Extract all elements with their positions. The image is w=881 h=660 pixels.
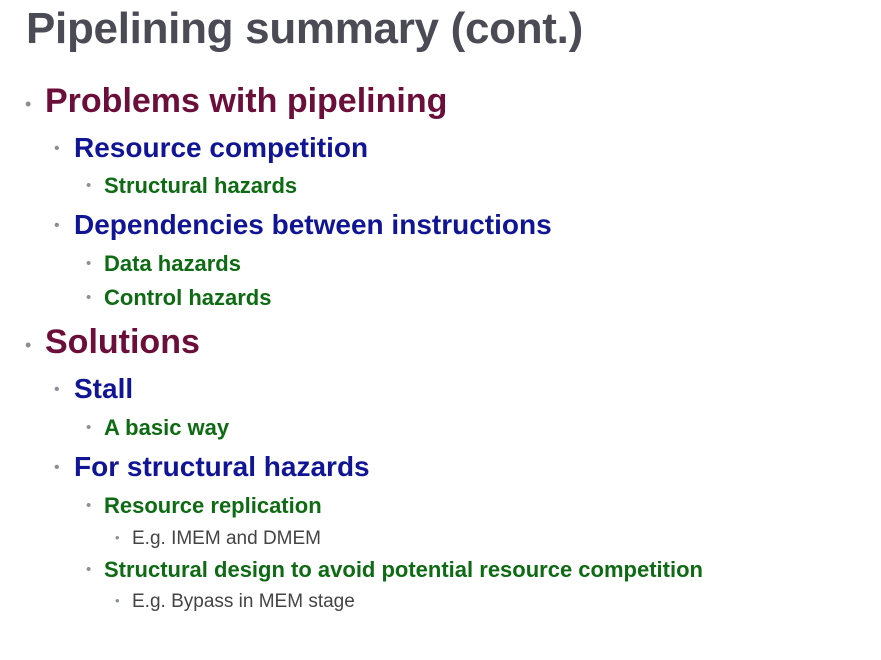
bullet-text: Data hazards [104, 251, 241, 276]
bullet-solutions: • Solutions [25, 323, 200, 362]
bullet-structural-design: • Structural design to avoid potential r… [86, 557, 703, 583]
bullet-text: Solutions [45, 323, 200, 361]
bullet-text: For structural hazards [74, 451, 370, 482]
bullet-marker: • [115, 530, 120, 545]
bullet-eg-bypass-in-mem-stage: • E.g. Bypass in MEM stage [115, 591, 355, 613]
bullet-stall: • Stall [54, 373, 134, 405]
bullet-marker: • [86, 177, 92, 194]
bullet-marker: • [54, 381, 60, 398]
bullet-for-structural-hazards: • For structural hazards [54, 451, 370, 483]
bullet-marker: • [86, 419, 92, 436]
bullet-marker: • [54, 217, 60, 234]
bullet-marker: • [25, 94, 32, 114]
bullet-marker: • [86, 561, 92, 578]
bullet-marker: • [86, 289, 92, 306]
bullet-text: Stall [74, 373, 134, 404]
bullet-marker: • [54, 459, 60, 476]
bullet-marker: • [86, 497, 92, 514]
bullet-data-hazards: • Data hazards [86, 251, 241, 277]
bullet-text: Resource replication [104, 493, 322, 518]
slide-title: Pipelining summary (cont.) [26, 4, 583, 53]
bullet-problems-with-pipelining: • Problems with pipelining [25, 82, 448, 121]
bullet-text: Structural hazards [104, 173, 298, 198]
bullet-text: Problems with pipelining [45, 82, 448, 120]
bullet-a-basic-way: • A basic way [86, 415, 230, 441]
bullet-text: E.g. Bypass in MEM stage [132, 591, 355, 612]
bullet-text: Resource competition [74, 132, 369, 163]
bullet-structural-hazards: • Structural hazards [86, 173, 298, 199]
bullet-text: Structural design to avoid potential res… [104, 557, 703, 582]
bullet-text: A basic way [104, 415, 230, 440]
bullet-marker: • [54, 140, 60, 157]
bullet-marker: • [86, 255, 92, 272]
bullet-dependencies-between-instructions: • Dependencies between instructions [54, 209, 552, 241]
bullet-text: E.g. IMEM and DMEM [132, 528, 321, 549]
bullet-text: Dependencies between instructions [74, 209, 552, 240]
bullet-resource-competition: • Resource competition [54, 132, 369, 164]
bullet-marker: • [25, 335, 32, 355]
bullet-resource-replication: • Resource replication [86, 493, 322, 519]
bullet-text: Control hazards [104, 285, 272, 310]
bullet-eg-imem-and-dmem: • E.g. IMEM and DMEM [115, 528, 321, 550]
bullet-control-hazards: • Control hazards [86, 285, 272, 311]
bullet-marker: • [115, 593, 120, 608]
